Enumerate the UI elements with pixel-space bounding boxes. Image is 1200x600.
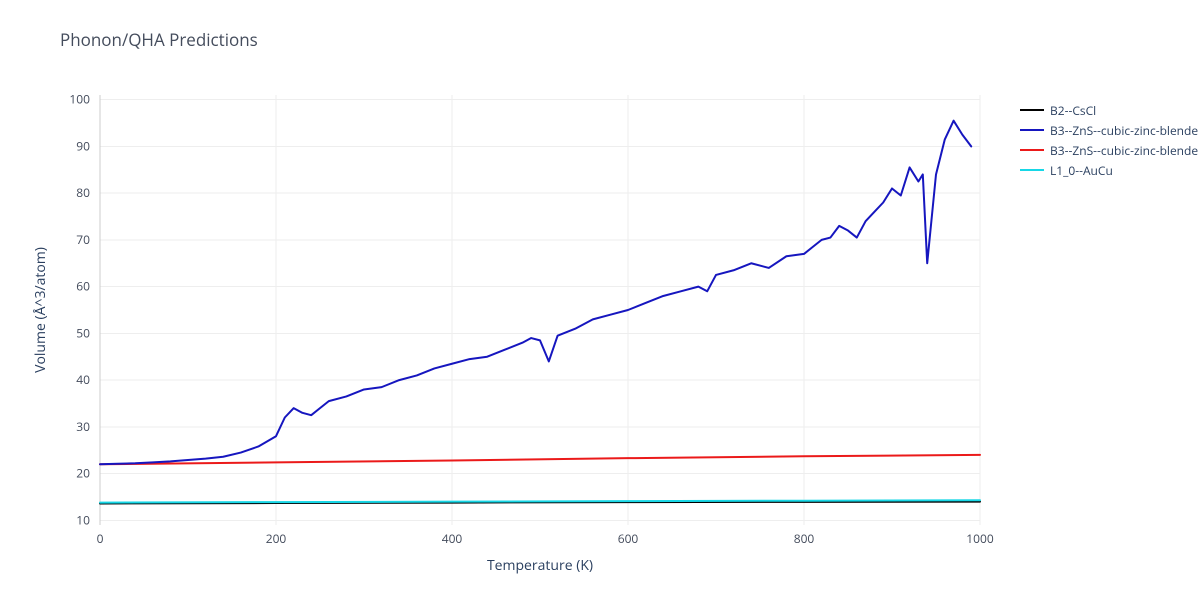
y-tick-label: 50 <box>76 324 90 341</box>
y-tick-label: 30 <box>76 418 90 435</box>
y-tick-label: 60 <box>76 278 90 295</box>
x-tick-label: 1000 <box>966 530 994 547</box>
chart-container: Phonon/QHA Predictions 10 20 30 40 50 60 70 80 9… <box>0 0 1200 600</box>
x-tick-label: 600 <box>618 530 639 547</box>
legend-item[interactable]: B3--ZnS--cubic-zinc-blende <box>1020 140 1198 160</box>
y-tick-label: 100 <box>69 91 90 108</box>
y-axis-label: Volume (Å^3/atom) <box>31 247 50 373</box>
legend-item[interactable]: L1_0--AuCu <box>1020 160 1198 180</box>
chart-title: Phonon/QHA Predictions <box>60 28 258 51</box>
legend[interactable]: B2--CsCl B3--ZnS--cubic-zinc-blende B3--Zn… <box>1020 100 1198 180</box>
legend-item[interactable]: B3--ZnS--cubic-zinc-blende <box>1020 120 1198 140</box>
series-line[interactable] <box>100 121 971 465</box>
y-tick-label: 70 <box>76 231 90 248</box>
legend-swatch <box>1020 149 1044 151</box>
x-tick-label: 0 <box>97 530 104 547</box>
y-tick-label: 20 <box>76 465 90 482</box>
legend-label: B2--CsCl <box>1050 102 1096 119</box>
legend-label: B3--ZnS--cubic-zinc-blende <box>1050 142 1198 159</box>
plot-area[interactable]: 10203040506070809010002004006008001000Te… <box>100 95 980 585</box>
x-tick-label: 200 <box>266 530 287 547</box>
x-tick-label: 400 <box>442 530 463 547</box>
legend-swatch <box>1020 109 1044 111</box>
legend-swatch <box>1020 169 1044 171</box>
y-tick-label: 40 <box>76 371 90 388</box>
x-axis-label: Temperature (K) <box>487 556 593 575</box>
legend-label: L1_0--AuCu <box>1050 162 1113 179</box>
legend-swatch <box>1020 129 1044 131</box>
x-tick-label: 800 <box>794 530 815 547</box>
y-tick-label: 10 <box>76 511 90 528</box>
legend-item[interactable]: B2--CsCl <box>1020 100 1198 120</box>
legend-label: B3--ZnS--cubic-zinc-blende <box>1050 122 1198 139</box>
series-line[interactable] <box>100 455 980 464</box>
y-tick-label: 80 <box>76 184 90 201</box>
y-tick-label: 90 <box>76 137 90 154</box>
